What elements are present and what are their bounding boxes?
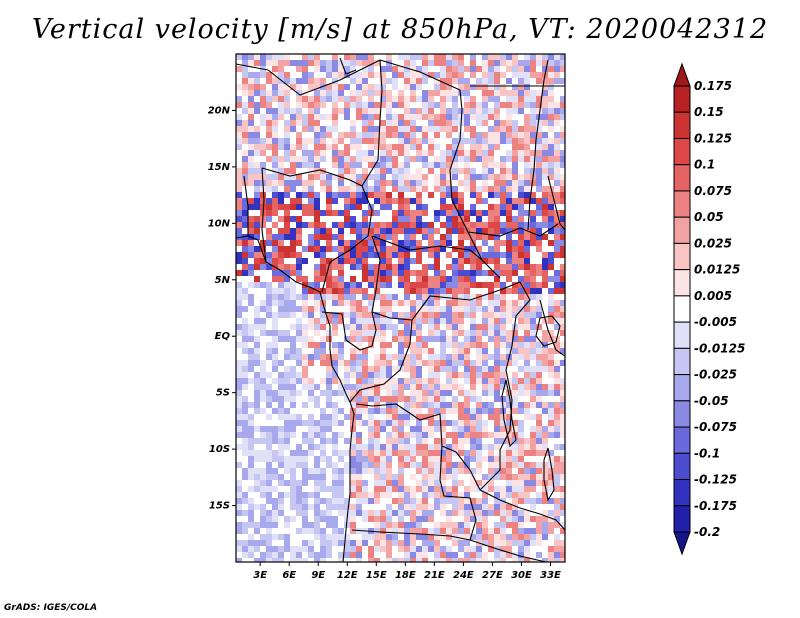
colorbar-segment	[673, 62, 691, 87]
border-angola-namibia	[351, 529, 471, 541]
nile-river	[527, 59, 549, 231]
lon-tick-label: 27E	[482, 570, 503, 581]
border-car-drc	[411, 281, 521, 321]
colorbar-label: 0.175	[694, 79, 732, 93]
map-title: Vertical velocity [m/s] at 850hPa, VT: 2…	[31, 14, 769, 45]
country-borders	[236, 57, 565, 562]
border-sudan-ssudan	[467, 223, 559, 237]
border-drc-east	[479, 281, 531, 491]
border-ghana-togo	[243, 175, 249, 236]
lon-tick-label: 21E	[424, 570, 445, 581]
colorbar-segment	[673, 137, 691, 166]
colorbar-segment	[673, 452, 691, 481]
colorbar: 0.175 0.15 0.125 0.1 0.075 0.05 0.025 0.0125 0.0…	[673, 62, 745, 556]
colorbar-segment	[673, 347, 691, 376]
latitude-axis: 20N 15N 10N 5N EQ 5S 10S 15S	[208, 105, 236, 512]
lat-tick-label: EQ	[215, 331, 231, 342]
grads-credit: GrADS: IGES/COLA	[4, 603, 98, 613]
colorbar-label: 0.125	[694, 131, 732, 145]
border-chad-car	[371, 235, 483, 261]
colorbar-label: -0.075	[694, 420, 737, 434]
border-niger-nigeria	[261, 167, 363, 187]
colorbar-segment	[673, 505, 691, 533]
border-niger-chad	[361, 59, 383, 187]
border-congo-drc	[349, 319, 413, 403]
colorbar-label: 0.005	[694, 289, 732, 303]
border-angola-zambia	[439, 445, 477, 541]
border-drc-angola	[355, 403, 481, 491]
colorbar-label: -0.1	[694, 446, 720, 460]
colorbar-label: -0.025	[694, 368, 737, 382]
border-gabon-congo	[321, 311, 377, 351]
border-libya-chad	[379, 59, 463, 111]
lat-tick-label: 20N	[208, 105, 231, 116]
vertical-velocity-field	[236, 54, 565, 562]
lake-tanganyika	[501, 379, 517, 448]
colorbar-segment	[673, 321, 691, 349]
border-uganda-kenya	[539, 299, 565, 357]
border-niger-algeria	[236, 59, 381, 96]
colorbar-segment	[673, 85, 691, 113]
lon-tick-label: 9E	[311, 570, 325, 581]
colorbar-segment	[673, 269, 691, 297]
colorbar-label: 0.0125	[694, 263, 740, 277]
colorbar-segment	[673, 531, 691, 556]
lat-tick-label: 5S	[216, 388, 230, 399]
lon-tick-label: 6E	[282, 570, 296, 581]
lon-tick-label: 18E	[395, 570, 416, 581]
lon-tick-label: 3E	[253, 570, 267, 581]
colorbar-label: -0.0125	[694, 341, 745, 355]
colorbar-segment	[673, 216, 691, 244]
colorbar-segment	[673, 374, 691, 402]
border-zambia-east	[479, 489, 565, 531]
lon-tick-label: 33E	[540, 570, 561, 581]
colorbar-segment	[673, 426, 691, 454]
lon-tick-label: 15E	[366, 570, 387, 581]
colorbar-segment	[673, 164, 691, 192]
colorbar-label: -0.125	[694, 473, 737, 487]
lake-victoria	[535, 315, 561, 347]
colorbar-label: -0.175	[694, 499, 737, 513]
lon-tick-label: 30E	[511, 570, 532, 581]
colorbar-segment	[673, 242, 691, 271]
colorbar-segment	[673, 295, 691, 323]
lat-tick-label: 15N	[208, 162, 231, 173]
colorbar-label: 0.05	[694, 210, 724, 224]
longitude-axis: 3E 6E 9E 12E 15E 18E 21E 24E 27E 30E 33E	[253, 562, 561, 581]
colorbar-label: 0.1	[694, 158, 715, 172]
colorbar-label: -0.005	[694, 315, 737, 329]
colorbar-label: 0.075	[694, 184, 732, 198]
lat-tick-label: 5N	[215, 275, 231, 286]
border-nigeria-benin	[261, 167, 267, 263]
coastline-west-africa	[236, 235, 355, 562]
border-cameroon-car	[371, 235, 413, 321]
lat-tick-label: 15S	[209, 501, 230, 512]
colorbar-label: 0.025	[694, 236, 732, 250]
border-zambia-zimbabwe	[469, 539, 547, 562]
colorbar-segment	[673, 111, 691, 139]
border-sudan-ethiopia	[547, 175, 565, 231]
colorbar-label: -0.2	[694, 525, 720, 539]
lake-malawi	[543, 447, 555, 502]
border-nigeria-cameroon	[321, 185, 373, 293]
colorbar-segment	[673, 479, 691, 507]
lat-tick-label: 10S	[209, 444, 230, 455]
colorbar-segment	[673, 190, 691, 218]
lon-tick-label: 12E	[337, 570, 358, 581]
colorbar-segment	[673, 400, 691, 428]
border-algeria-libya	[339, 57, 357, 75]
map-frame	[235, 53, 566, 563]
lat-tick-label: 10N	[208, 218, 231, 229]
colorbar-label: -0.05	[694, 394, 729, 408]
colorbar-label: 0.15	[694, 105, 724, 119]
lon-tick-label: 24E	[453, 570, 474, 581]
